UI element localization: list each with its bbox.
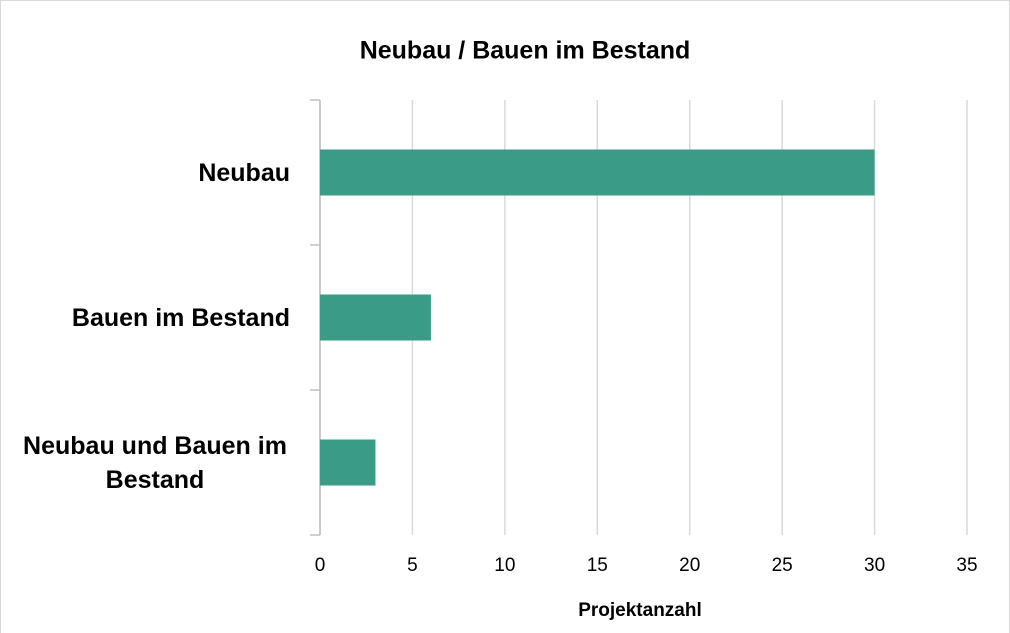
x-tick-label: 30	[864, 555, 885, 576]
x-tick-label: 15	[587, 555, 608, 576]
chart-title: Neubau / Bauen im Bestand	[360, 37, 691, 65]
x-axis-title: Projektanzahl	[578, 600, 702, 621]
x-tick-label: 10	[494, 555, 515, 576]
y-tick-label: Neubau	[198, 158, 290, 187]
y-tick-label: Neubau und Bauen im Bestand	[23, 431, 287, 494]
x-tick-label: 20	[679, 555, 700, 576]
x-tick-label: 5	[407, 555, 418, 576]
x-tick-label: 25	[772, 555, 793, 576]
y-tick-label-box: Neubau und Bauen im Bestand	[20, 413, 290, 513]
x-tick-label: 0	[315, 555, 326, 576]
bar	[320, 439, 376, 486]
y-tick-label: Bauen im Bestand	[71, 303, 290, 332]
bar	[320, 294, 431, 341]
y-tick-label-box: Bauen im Bestand	[72, 268, 290, 368]
y-tick-label-box: Neubau	[198, 123, 290, 223]
bar	[320, 149, 875, 196]
x-tick-label: 35	[956, 555, 977, 576]
